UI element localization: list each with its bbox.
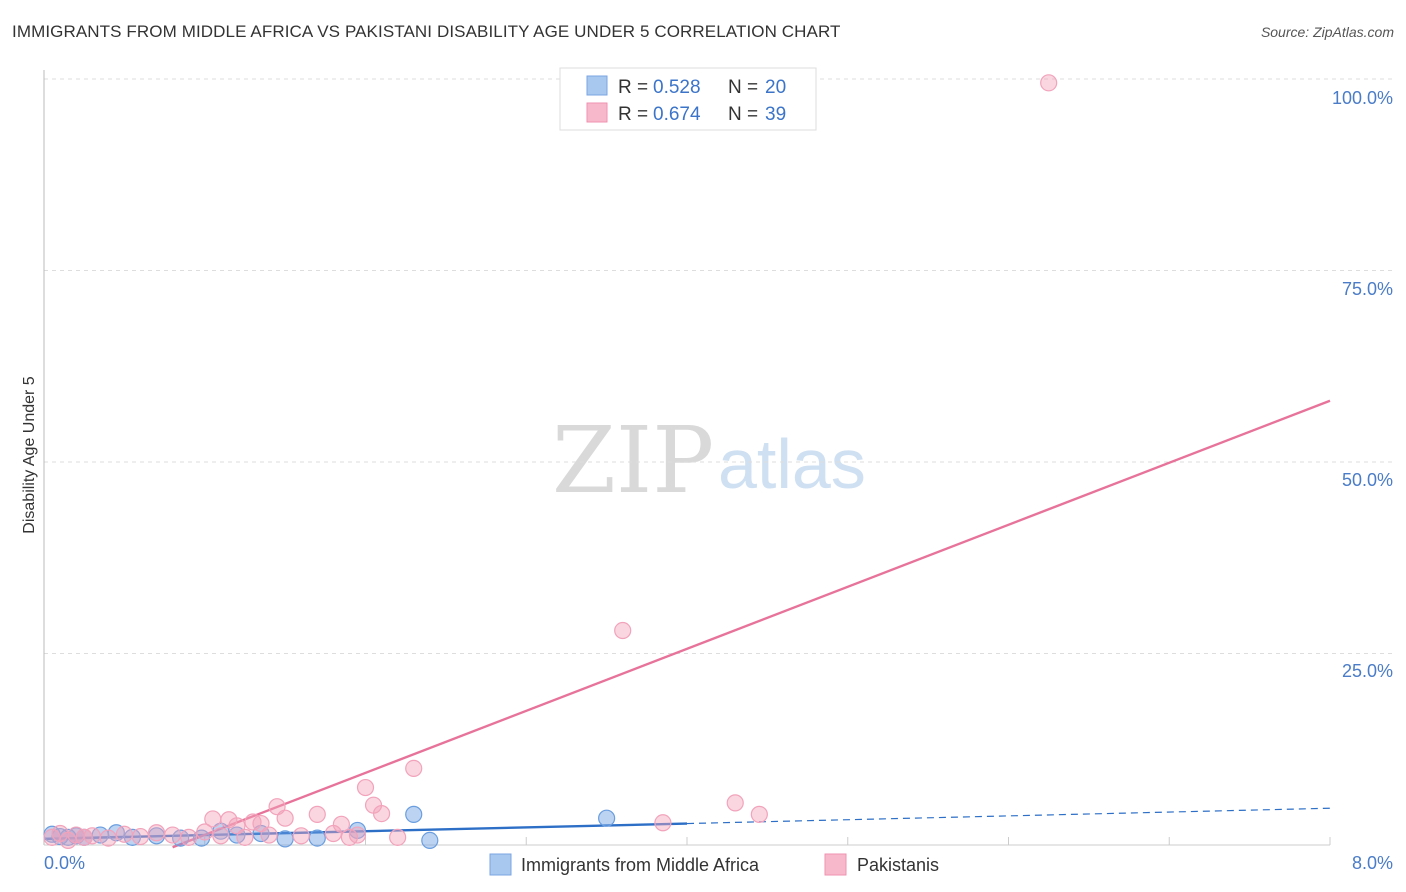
point-pakistanis [196, 823, 214, 841]
legend-r-label: R = [618, 104, 648, 125]
y-tick-label: 25.0% [1342, 661, 1393, 681]
point-pakistanis [99, 829, 117, 847]
x-tick-label-min: 0.0% [44, 853, 85, 873]
point-pakistanis [276, 809, 294, 827]
point-pakistanis [726, 794, 744, 812]
bottom-legend: Immigrants from Middle Africa Pakistanis [489, 853, 939, 876]
y-tick-labels: 100.0% 75.0% 50.0% 25.0% [1332, 88, 1393, 681]
legend-n-label: N = [728, 77, 758, 98]
y-axis-label: Disability Age Under 5 [21, 376, 38, 534]
legend-n-value: 20 [765, 77, 786, 98]
legend-r-value: 0.674 [653, 104, 701, 125]
bottom-legend-label: Immigrants from Middle Africa [521, 855, 760, 875]
point-pakistanis [236, 828, 254, 846]
point-pakistanis [115, 825, 133, 843]
point-middle-africa [276, 830, 294, 848]
point-pakistanis [164, 826, 182, 844]
point-pakistanis [43, 828, 61, 846]
y-tick-label: 50.0% [1342, 470, 1393, 490]
point-pakistanis [372, 804, 391, 823]
point-pakistanis [614, 621, 632, 640]
x-tick-label-max: 8.0% [1352, 853, 1393, 873]
point-pakistanis [308, 805, 326, 823]
legend: R = 0.528 N = 20 R = 0.674 N = 39 [559, 67, 817, 131]
legend-r-value: 0.528 [653, 77, 701, 98]
point-pakistanis [131, 827, 150, 846]
trend-middle-africa-extension [686, 807, 1331, 825]
legend-n-label: N = [728, 104, 758, 125]
watermark-zip: ZIP [552, 407, 714, 514]
point-pakistanis [204, 810, 222, 828]
gridlines [44, 78, 1392, 845]
point-pakistanis [292, 827, 310, 845]
point-pakistanis [212, 827, 230, 845]
point-middle-africa [421, 831, 439, 850]
point-middle-africa [598, 809, 616, 827]
watermark-atlas: atlas [718, 425, 866, 503]
point-pakistanis [654, 814, 672, 832]
point-pakistanis [750, 805, 768, 823]
point-pakistanis [180, 828, 198, 846]
legend-swatch-blue [586, 75, 608, 96]
point-pakistanis [83, 827, 101, 845]
legend-n-value: 39 [765, 104, 786, 125]
point-pakistanis [389, 828, 407, 846]
source-label: Source: ZipAtlas.com [1260, 24, 1394, 40]
legend-swatch-pink [586, 102, 608, 123]
bottom-legend-swatch-blue [489, 853, 512, 876]
legend-r-label: R = [618, 77, 648, 98]
data-points [43, 74, 1058, 850]
point-pakistanis [356, 778, 375, 797]
y-tick-label: 75.0% [1342, 279, 1393, 299]
point-middle-africa [405, 805, 423, 823]
bottom-legend-label: Pakistanis [857, 855, 939, 875]
watermark: ZIP atlas [552, 407, 866, 514]
trend-pakistanis [172, 399, 1331, 849]
point-pakistanis [260, 826, 278, 844]
point-pakistanis [332, 815, 350, 833]
point-middle-africa [308, 829, 326, 847]
point-pakistanis [405, 759, 423, 778]
chart-title: IMMIGRANTS FROM MIDDLE AFRICA VS PAKISTA… [12, 22, 841, 41]
y-tick-label: 100.0% [1332, 88, 1393, 108]
point-pakistanis [1040, 74, 1058, 92]
bottom-legend-swatch-pink [824, 853, 847, 876]
point-pakistanis [147, 824, 166, 842]
point-pakistanis [348, 826, 367, 844]
